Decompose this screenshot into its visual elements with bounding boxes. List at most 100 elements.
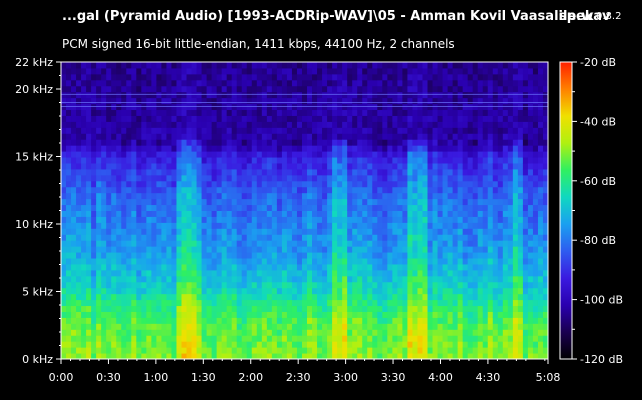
spectrogram-cell bbox=[417, 299, 423, 307]
spectrogram-cell bbox=[291, 311, 298, 318]
spectrogram-cell bbox=[312, 210, 318, 217]
spectrogram-cell bbox=[71, 269, 77, 277]
spectrogram-cell bbox=[231, 174, 238, 182]
spectrogram-cell bbox=[136, 287, 142, 295]
spectrogram-cell bbox=[392, 162, 398, 170]
spectrogram-cell bbox=[141, 127, 147, 134]
spectrogram-cell bbox=[347, 174, 353, 182]
spectrogram-cell bbox=[512, 269, 519, 277]
spectrogram-cell bbox=[492, 216, 499, 223]
spectrogram-cell bbox=[236, 222, 243, 229]
spectrogram-cell bbox=[151, 353, 157, 360]
spectrogram-cell bbox=[216, 269, 223, 277]
spectrogram-cell bbox=[432, 73, 439, 81]
spectrogram-cell bbox=[372, 67, 378, 75]
spectrogram-cell bbox=[397, 335, 403, 342]
spectrogram-cell bbox=[156, 109, 162, 116]
spectrogram-cell bbox=[492, 299, 499, 307]
spectrogram-cell bbox=[537, 222, 544, 229]
spectrogram-cell bbox=[256, 269, 263, 277]
spectrogram-cell bbox=[86, 145, 92, 152]
spectrogram-cell bbox=[121, 329, 127, 336]
spectrogram-cell bbox=[161, 85, 167, 93]
spectrogram-cell bbox=[286, 115, 293, 122]
spectrogram-cell bbox=[442, 145, 449, 152]
spectrogram-cell bbox=[171, 335, 177, 342]
spectrogram-cell bbox=[111, 157, 117, 164]
spectrogram-cell bbox=[201, 323, 208, 330]
spectrogram-cell bbox=[76, 186, 82, 194]
spectrogram-cell bbox=[221, 353, 228, 360]
spectrogram-cell bbox=[472, 73, 479, 81]
spectrogram-cell bbox=[151, 269, 157, 277]
spectrogram-cell bbox=[542, 180, 549, 188]
spectrogram-cell bbox=[387, 91, 393, 99]
spectrogram-cell bbox=[181, 85, 188, 93]
spectrogram-cell bbox=[542, 293, 549, 301]
spectrogram-cell bbox=[81, 198, 87, 206]
spectrogram-cell bbox=[156, 252, 162, 259]
spectrogram-cell bbox=[397, 216, 403, 223]
spectrogram-cell bbox=[76, 204, 82, 211]
spectrogram-cell bbox=[256, 162, 263, 170]
spectrogram-cell bbox=[322, 73, 328, 81]
spectrogram-cell bbox=[462, 127, 469, 134]
spectrogram-cell bbox=[347, 252, 353, 259]
spectrogram-cell bbox=[271, 287, 278, 295]
spectrogram-cell bbox=[116, 127, 122, 134]
spectrogram-cell bbox=[146, 329, 152, 336]
spectrogram-cell bbox=[357, 192, 363, 200]
spectrogram-cell bbox=[342, 151, 348, 158]
spectrogram-cell bbox=[111, 121, 117, 128]
spectrogram-cell bbox=[71, 347, 77, 354]
spectrogram-cell bbox=[387, 234, 393, 241]
spectrogram-cell bbox=[116, 109, 122, 116]
spectrogram-cell bbox=[457, 305, 464, 312]
spectrogram-cell bbox=[507, 341, 514, 348]
spectrogram-cell bbox=[171, 168, 177, 176]
spectrogram-cell bbox=[251, 335, 258, 342]
spectrogram-cell bbox=[176, 293, 182, 301]
spectrogram-cell bbox=[312, 91, 318, 99]
spectrogram-cell bbox=[362, 198, 368, 206]
spectrogram-cell bbox=[106, 139, 112, 146]
spectrogram-cell bbox=[226, 234, 233, 241]
spectrogram-cell bbox=[66, 299, 72, 307]
spectrogram-cell bbox=[181, 269, 188, 277]
spectrogram-cell bbox=[492, 335, 499, 342]
spectrogram-cell bbox=[136, 222, 142, 229]
spectrogram-cell bbox=[397, 210, 403, 217]
spectrogram-cell bbox=[307, 67, 313, 75]
spectrogram-cell bbox=[256, 168, 263, 176]
spectrogram-cell bbox=[447, 210, 454, 217]
spectrogram-cell bbox=[447, 151, 454, 158]
spectrogram-cell bbox=[422, 174, 428, 182]
spectrogram-cell bbox=[141, 139, 147, 146]
spectrogram-cell bbox=[387, 275, 393, 283]
spectrogram-cell bbox=[367, 139, 373, 146]
spectrogram-cell bbox=[457, 62, 464, 69]
spectrogram-cell bbox=[527, 246, 534, 253]
spectrogram-cell bbox=[256, 157, 263, 164]
spectrogram-cell bbox=[497, 186, 504, 194]
spectrogram-cell bbox=[452, 281, 459, 289]
spectrogram-cell bbox=[121, 252, 127, 259]
spectrogram-cell bbox=[281, 341, 288, 348]
spectrogram-cell bbox=[111, 210, 117, 217]
spectrogram-cell bbox=[216, 79, 223, 87]
spectrogram-cell bbox=[116, 204, 122, 211]
spectrogram-cell bbox=[542, 174, 549, 182]
spectrogram-cell bbox=[497, 323, 504, 330]
spectrogram-cell bbox=[337, 73, 343, 81]
spectrogram-cell bbox=[146, 240, 152, 247]
spectrogram-cell bbox=[427, 335, 434, 342]
spectrogram-cell bbox=[271, 198, 278, 206]
spectrogram-cell bbox=[146, 234, 152, 241]
spectrogram-cell bbox=[266, 353, 273, 360]
spectrogram-cell bbox=[71, 281, 77, 289]
spectrogram-cell bbox=[216, 305, 223, 312]
spectrogram-cell bbox=[462, 133, 469, 140]
spectrogram-cell bbox=[412, 139, 418, 146]
spectrogram-cell bbox=[241, 73, 248, 81]
spectrogram-cell bbox=[417, 145, 423, 152]
